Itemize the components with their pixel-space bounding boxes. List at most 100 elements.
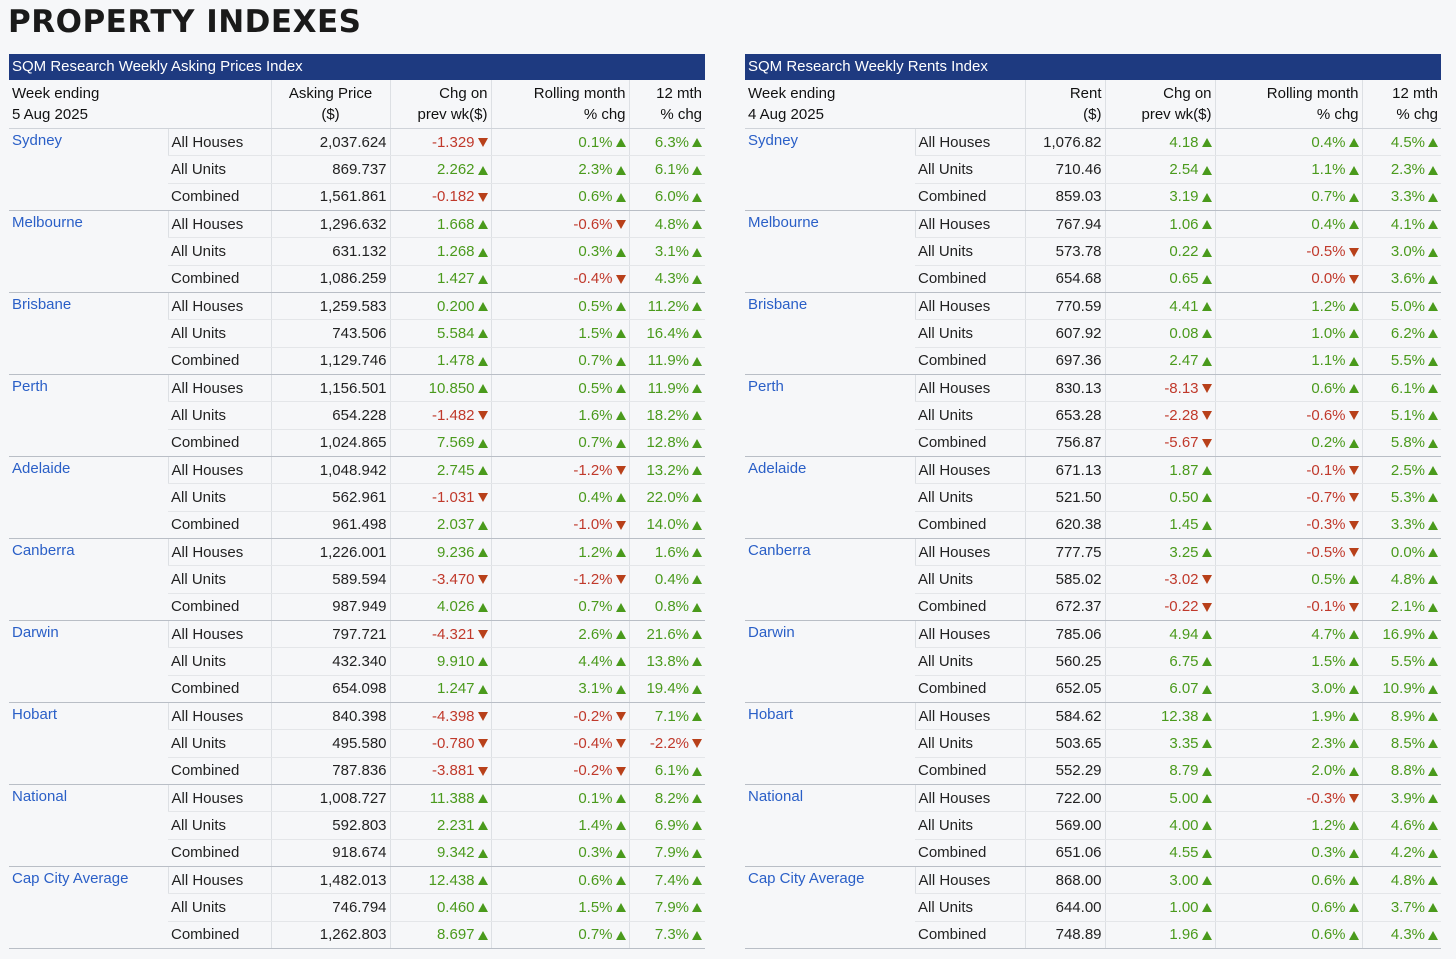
weekly-change-value: 1.427 bbox=[436, 270, 475, 288]
city-label-melbourne[interactable]: Melbourne bbox=[9, 210, 168, 293]
twelve-month-change: 11.9% bbox=[628, 374, 706, 403]
city-label-perth[interactable]: Perth bbox=[9, 374, 168, 457]
triangle-up-icon bbox=[692, 274, 703, 284]
segment-label: All Houses bbox=[914, 866, 1026, 895]
twelve-month-change: 4.8% bbox=[1361, 565, 1442, 594]
twelve-month-change-value: 16.4% bbox=[646, 324, 690, 342]
twelve-month-change-value: 4.2% bbox=[1390, 844, 1426, 862]
index-value: 672.37 bbox=[1024, 593, 1106, 621]
rolling-month-change: 1.2% bbox=[490, 538, 630, 567]
city-label-national[interactable]: National bbox=[9, 784, 168, 867]
weekly-change-value: 2.54 bbox=[1169, 160, 1199, 178]
triangle-up-icon bbox=[477, 274, 488, 284]
triangle-up-icon bbox=[692, 438, 703, 448]
table-row: Combined 651.06 4.55 0.3% 4.2% bbox=[745, 839, 1442, 867]
twelve-month-change-value: 4.3% bbox=[1390, 926, 1426, 944]
triangle-up-icon bbox=[1428, 739, 1439, 749]
city-label-canberra[interactable]: Canberra bbox=[9, 538, 168, 621]
weekly-change: 1.268 bbox=[389, 237, 492, 266]
index-value: 432.340 bbox=[270, 647, 391, 676]
table-row: Melbourne All Houses 767.94 1.06 0.4% 4.1% bbox=[745, 210, 1442, 293]
city-label-hobart[interactable]: Hobart bbox=[745, 702, 915, 785]
rolling-month-change-value: 0.7% bbox=[578, 926, 613, 944]
segment-label: Combined bbox=[168, 183, 272, 211]
rolling-month-change-value: 0.5% bbox=[1311, 570, 1346, 588]
segment-label: All Units bbox=[168, 729, 272, 758]
city-label-canberra[interactable]: Canberra bbox=[745, 538, 915, 621]
rolling-month-change-value: -0.5% bbox=[1306, 242, 1346, 260]
twelve-month-change-value: 11.2% bbox=[647, 297, 690, 315]
weekly-change: 5.584 bbox=[389, 319, 492, 348]
twelve-month-change: 6.3% bbox=[628, 128, 706, 157]
weekly-change-value: 9.910 bbox=[436, 652, 475, 670]
triangle-up-icon bbox=[477, 247, 488, 257]
twelve-month-change: 0.0% bbox=[1361, 538, 1442, 567]
triangle-down-icon bbox=[615, 712, 626, 722]
twelve-month-change-value: 11.9% bbox=[647, 379, 690, 397]
city-label-adelaide[interactable]: Adelaide bbox=[745, 456, 915, 539]
table-row: All Units 589.594 -3.470 -1.2% 0.4% bbox=[9, 565, 706, 594]
rolling-month-change: -0.3% bbox=[1214, 784, 1363, 813]
city-label-brisbane[interactable]: Brisbane bbox=[745, 292, 915, 375]
table-row: All Units 521.50 0.50 -0.7% 5.3% bbox=[745, 483, 1442, 512]
city-label-adelaide[interactable]: Adelaide bbox=[9, 456, 168, 539]
twelve-month-change: 8.2% bbox=[628, 784, 706, 813]
weekly-change: 9.236 bbox=[389, 538, 492, 567]
rolling-month-change: 0.6% bbox=[490, 866, 630, 895]
twelve-month-change: 3.3% bbox=[1361, 183, 1442, 211]
twelve-month-change-value: 1.6% bbox=[654, 543, 690, 561]
city-label-hobart[interactable]: Hobart bbox=[9, 702, 168, 785]
triangle-up-icon bbox=[615, 165, 626, 175]
table-row: Perth All Houses 1,156.501 10.850 0.5% 11.9% bbox=[9, 374, 706, 457]
rolling-month-header: Rolling month % chg bbox=[1214, 80, 1363, 129]
table-row: Combined 859.03 3.19 0.7% 3.3% bbox=[745, 183, 1442, 211]
rolling-month-change-value: 1.0% bbox=[1311, 324, 1346, 342]
twelve-month-header-line1: 12 mth bbox=[1392, 85, 1439, 102]
city-label-sydney[interactable]: Sydney bbox=[9, 128, 168, 211]
city-label-national[interactable]: National bbox=[745, 784, 915, 867]
twelve-month-change-value: 6.1% bbox=[1390, 379, 1426, 397]
city-label-sydney[interactable]: Sydney bbox=[745, 128, 915, 211]
index-value: 787.836 bbox=[270, 757, 391, 785]
city-label-darwin[interactable]: Darwin bbox=[9, 620, 168, 703]
rolling-month-change-value: 2.3% bbox=[1311, 734, 1346, 752]
twelve-month-change: 16.9% bbox=[1361, 620, 1442, 649]
table-row: National All Houses 722.00 5.00 -0.3% 3.9% bbox=[745, 784, 1442, 867]
rolling-month-change: -0.5% bbox=[1214, 538, 1363, 567]
index-value: 797.721 bbox=[270, 620, 391, 649]
weekly-change-value: 11.388 bbox=[429, 789, 475, 807]
triangle-up-icon bbox=[477, 520, 488, 530]
triangle-up-icon bbox=[1348, 220, 1359, 230]
triangle-up-icon bbox=[1428, 356, 1439, 366]
rolling-month-change-value: 1.1% bbox=[1311, 160, 1346, 178]
rolling-month-change-value: 1.2% bbox=[1311, 816, 1346, 834]
twelve-month-change: 0.4% bbox=[628, 565, 706, 594]
triangle-up-icon bbox=[692, 520, 703, 530]
triangle-up-icon bbox=[1201, 684, 1212, 694]
rolling-month-change-value: 0.6% bbox=[1311, 926, 1346, 944]
weekly-change: 3.35 bbox=[1104, 729, 1216, 758]
city-label-cap-city-average[interactable]: Cap City Average bbox=[745, 866, 915, 949]
weekly-change: -4.398 bbox=[389, 702, 492, 731]
index-value: 830.13 bbox=[1024, 374, 1106, 403]
city-label-cap-city-average[interactable]: Cap City Average bbox=[9, 866, 168, 949]
rolling-month-change: -0.3% bbox=[1214, 511, 1363, 539]
index-value: 1,008.727 bbox=[270, 784, 391, 813]
twelve-month-change-value: 5.8% bbox=[1390, 434, 1426, 452]
city-label-brisbane[interactable]: Brisbane bbox=[9, 292, 168, 375]
index-value: 562.961 bbox=[270, 483, 391, 512]
triangle-down-icon bbox=[1348, 602, 1359, 612]
table-row: All Units 710.46 2.54 1.1% 2.3% bbox=[745, 155, 1442, 184]
city-label-darwin[interactable]: Darwin bbox=[745, 620, 915, 703]
triangle-down-icon bbox=[1201, 384, 1212, 394]
segment-label: All Houses bbox=[914, 456, 1026, 485]
triangle-up-icon bbox=[1201, 712, 1212, 722]
rolling-month-change-value: 0.6% bbox=[1311, 379, 1346, 397]
triangle-down-icon bbox=[1201, 602, 1212, 612]
city-label-perth[interactable]: Perth bbox=[745, 374, 915, 457]
table-row: Cap City Average All Houses 868.00 3.00 0.6%… bbox=[745, 866, 1442, 949]
index-value: 503.65 bbox=[1024, 729, 1106, 758]
triangle-down-icon bbox=[615, 274, 626, 284]
weekly-change-value: -0.22 bbox=[1164, 598, 1199, 616]
city-label-melbourne[interactable]: Melbourne bbox=[745, 210, 915, 293]
